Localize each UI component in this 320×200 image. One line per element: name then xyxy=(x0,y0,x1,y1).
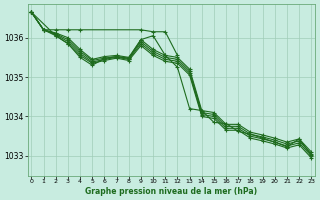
X-axis label: Graphe pression niveau de la mer (hPa): Graphe pression niveau de la mer (hPa) xyxy=(85,187,257,196)
